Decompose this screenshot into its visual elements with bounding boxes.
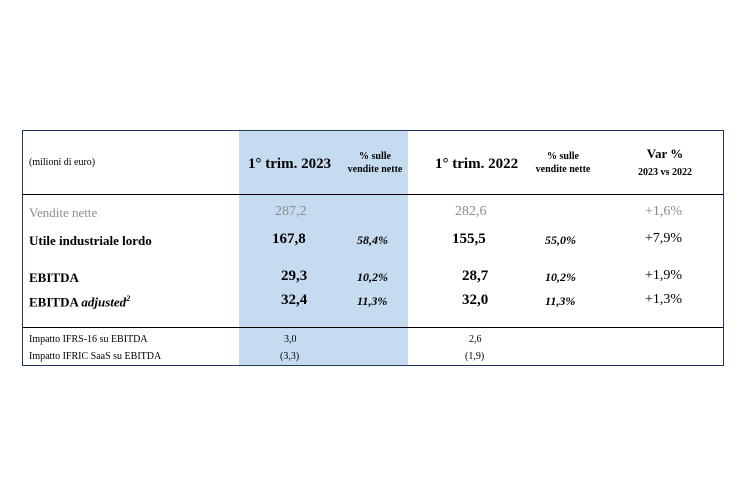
cell-ebitda-adj-pct2023: 11,3% — [357, 294, 388, 308]
cell-ebitda-2023: 29,3 — [281, 268, 308, 284]
row-label-ebitda: EBITDA — [29, 270, 79, 285]
footer-ifric-2022: (1,9) — [465, 351, 485, 362]
cell-utile-pct2023: 58,4% — [357, 233, 388, 247]
header-pct2023: % sulle vendite nette — [347, 151, 403, 175]
footer-ifrs16-2023: 3,0 — [284, 334, 297, 345]
cell-ebitda-adj-2023: 32,4 — [281, 292, 308, 308]
row-label-vendite-nette: Vendite nette — [29, 205, 98, 220]
cell-vendite-var: +1,6% — [645, 204, 683, 219]
header-q2022: 1° trim. 2022 — [435, 156, 519, 172]
footer-label-ifric: Impatto IFRIC SaaS su EBITDA — [29, 351, 162, 362]
cell-ebitda-pct2022: 10,2% — [545, 270, 576, 284]
header-q2023: 1° trim. 2023 — [248, 156, 332, 172]
header-pct2022: % sulle vendite nette — [535, 151, 591, 175]
cell-ebitda-adj-2022: 32,0 — [462, 292, 489, 308]
highlight-column-2023 — [239, 131, 408, 365]
cell-utile-pct2022: 55,0% — [545, 233, 576, 247]
unit-label-text: (milioni di euro) — [29, 157, 96, 168]
row-label-ebitda-adjusted: EBITDA adjusted2 — [29, 294, 131, 310]
cell-vendite-2022: 282,6 — [455, 204, 487, 219]
header-var: Var % 2023 vs 2022 — [638, 146, 692, 178]
footer-ifric-2023: (3,3) — [280, 351, 300, 362]
cell-ebitda-var: +1,9% — [645, 268, 683, 283]
header-divider — [23, 194, 723, 195]
cell-ebitda-2022: 28,7 — [462, 268, 489, 284]
row-label-utile: Utile industriale lordo — [29, 233, 152, 248]
cell-ebitda-adj-pct2022: 11,3% — [545, 294, 576, 308]
footer-divider — [23, 327, 723, 328]
cell-ebitda-pct2023: 10,2% — [357, 270, 388, 284]
cell-utile-2022: 155,5 — [452, 231, 486, 247]
cell-utile-var: +7,9% — [645, 231, 683, 246]
table-frame — [22, 130, 724, 366]
cell-vendite-2023: 287,2 — [275, 204, 307, 219]
cell-ebitda-adj-var: +1,3% — [645, 292, 683, 307]
footnote-marker: 2 — [126, 294, 131, 303]
footer-ifrs16-2022: 2,6 — [469, 334, 482, 345]
cell-utile-2023: 167,8 — [272, 231, 306, 247]
footer-label-ifrs16: Impatto IFRS-16 su EBITDA — [29, 334, 148, 345]
